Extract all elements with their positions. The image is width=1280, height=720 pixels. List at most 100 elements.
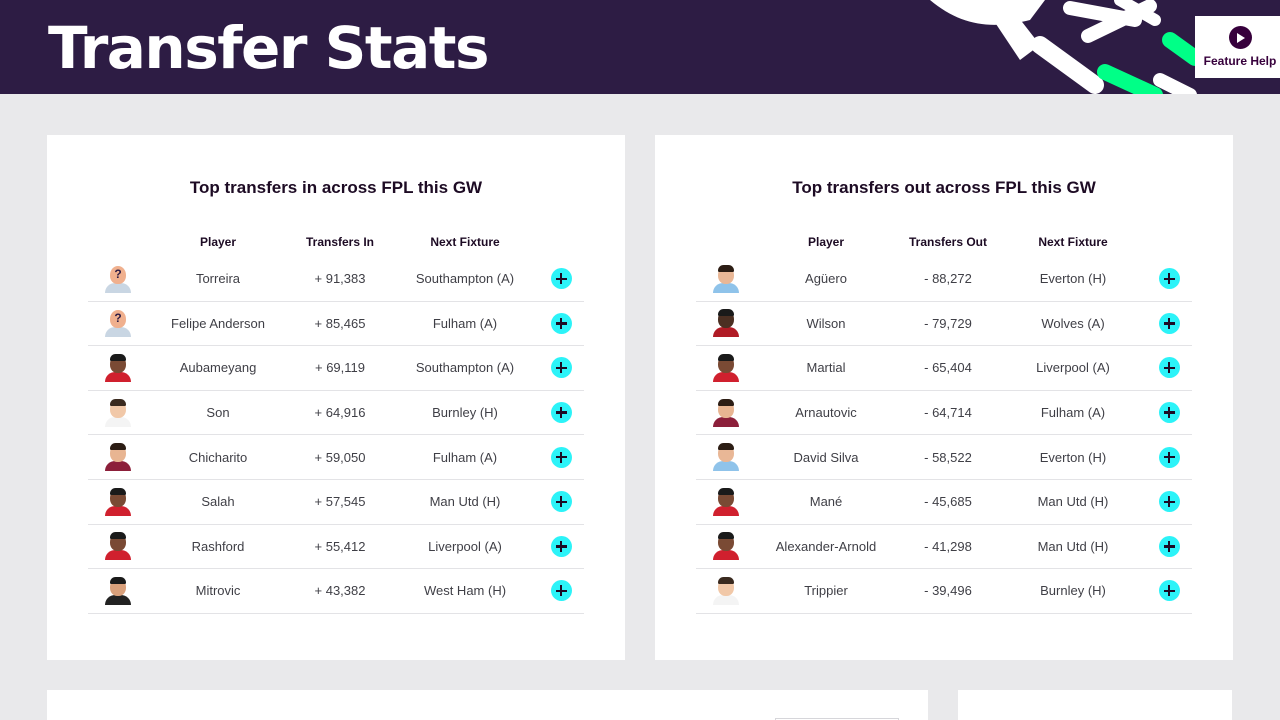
player-name[interactable]: Chicharito (188, 449, 248, 465)
next-fixture: Southampton (A) (415, 271, 515, 287)
player-name[interactable]: Trippier (804, 583, 848, 599)
next-fixture: West Ham (H) (423, 583, 507, 599)
player-name[interactable]: Alexander-Arnold (775, 538, 877, 554)
player-name[interactable]: Aubameyang (179, 360, 257, 376)
player-name[interactable]: Mané (809, 494, 843, 510)
table-row: ? Felipe Anderson + 85,465 Fulham (A) (88, 302, 584, 347)
next-fixture: Fulham (A) (432, 449, 498, 465)
transfer-count: - 39,496 (924, 583, 972, 599)
add-player-button[interactable] (550, 357, 572, 379)
bottom-card-right (958, 690, 1232, 720)
page-header: Transfer Stats Feature Help (0, 0, 1280, 94)
player-shirt-avatar (104, 443, 132, 472)
player-shirt-avatar (712, 309, 740, 338)
question-mark-icon: ? (114, 311, 122, 326)
table-row: Martial - 65,404 Liverpool (A) (696, 346, 1192, 391)
add-player-button[interactable] (1158, 446, 1180, 468)
player-shirt-avatar (712, 487, 740, 516)
next-fixture: Man Utd (H) (1037, 494, 1109, 510)
player-name[interactable]: Son (206, 405, 230, 421)
player-name[interactable]: Torreira (195, 271, 241, 287)
table-row: Agüero - 88,272 Everton (H) (696, 257, 1192, 302)
add-player-button[interactable] (1158, 312, 1180, 334)
add-player-button[interactable] (550, 535, 572, 557)
next-fixture: Wolves (A) (1041, 315, 1105, 331)
table-row: Salah + 57,545 Man Utd (H) (88, 480, 584, 525)
column-header-transfers-in: Transfers In (305, 235, 375, 249)
table-row: Chicharito + 59,050 Fulham (A) (88, 435, 584, 480)
next-fixture: Liverpool (A) (1036, 360, 1110, 376)
next-fixture: Everton (H) (1039, 271, 1107, 287)
add-player-button[interactable] (550, 580, 572, 602)
add-player-button[interactable] (1158, 357, 1180, 379)
player-name[interactable]: Salah (201, 494, 235, 510)
add-player-button[interactable] (550, 446, 572, 468)
player-name[interactable]: Wilson (806, 315, 846, 331)
add-player-button[interactable] (550, 312, 572, 334)
table-row: Mitrovic + 43,382 West Ham (H) (88, 569, 584, 614)
player-name[interactable]: Martial (806, 360, 846, 376)
transfer-count: + 85,465 (314, 315, 366, 331)
add-player-button[interactable] (1158, 580, 1180, 602)
transfers-in-table: Player Transfers In Next Fixture ? Torrei… (88, 227, 584, 614)
transfer-count: - 79,729 (924, 315, 972, 331)
next-fixture: Liverpool (A) (428, 538, 502, 554)
player-shirt-avatar (104, 487, 132, 516)
player-shirt-avatar (104, 353, 132, 382)
feature-help-label: Feature Help (1203, 54, 1277, 68)
table-row: David Silva - 58,522 Everton (H) (696, 435, 1192, 480)
transfer-count: + 91,383 (314, 271, 366, 287)
player-name[interactable]: Felipe Anderson (171, 315, 265, 331)
player-name[interactable]: David Silva (793, 449, 859, 465)
transfers-in-title: Top transfers in across FPL this GW (189, 178, 483, 197)
transfer-count: + 69,119 (314, 360, 365, 376)
transfer-count: - 45,685 (924, 494, 972, 510)
next-fixture: Southampton (A) (415, 360, 515, 376)
next-fixture: Man Utd (H) (1037, 538, 1109, 554)
player-name[interactable]: Agüero (805, 271, 847, 287)
player-shirt-avatar (104, 398, 132, 427)
transfer-count: + 64,916 (314, 405, 366, 421)
table-row: Rashford + 55,412 Liverpool (A) (88, 525, 584, 570)
next-fixture: Man Utd (H) (429, 494, 501, 510)
add-player-button[interactable] (1158, 268, 1180, 290)
next-fixture: Burnley (H) (1040, 583, 1106, 599)
table-row: ? Torreira + 91,383 Southampton (A) (88, 257, 584, 302)
play-icon (1228, 26, 1252, 49)
table-row: Trippier - 39,496 Burnley (H) (696, 569, 1192, 614)
player-shirt-avatar: ? (104, 309, 132, 338)
feature-help-button[interactable]: Feature Help (1195, 16, 1280, 78)
player-name[interactable]: Rashford (191, 538, 245, 554)
player-name[interactable]: Arnautovic (795, 405, 857, 421)
column-header-transfers-out: Transfers Out (908, 235, 988, 249)
question-mark-icon: ? (114, 266, 122, 281)
header-decoration (930, 0, 1203, 94)
partial-input-field[interactable] (775, 718, 899, 720)
table-header: Player Transfers Out Next Fixture (696, 227, 1192, 257)
add-player-button[interactable] (1158, 491, 1180, 513)
add-player-button[interactable] (550, 491, 572, 513)
add-player-button[interactable] (550, 268, 572, 290)
bottom-card-left (47, 690, 928, 720)
table-row: Mané - 45,685 Man Utd (H) (696, 480, 1192, 525)
add-player-button[interactable] (550, 402, 572, 424)
transfer-count: - 64,714 (924, 405, 972, 421)
next-fixture: Everton (H) (1039, 449, 1107, 465)
table-row: Aubameyang + 69,119 Southampton (A) (88, 346, 584, 391)
next-fixture: Burnley (H) (432, 405, 498, 421)
transfer-count: + 43,382 (314, 583, 366, 599)
transfer-count: - 88,272 (924, 271, 972, 287)
player-shirt-avatar (712, 443, 740, 472)
add-player-button[interactable] (1158, 535, 1180, 557)
table-row: Son + 64,916 Burnley (H) (88, 391, 584, 436)
player-shirt-avatar (712, 576, 740, 605)
transfer-count: - 41,298 (924, 538, 972, 554)
table-row: Arnautovic - 64,714 Fulham (A) (696, 391, 1192, 436)
table-row: Wilson - 79,729 Wolves (A) (696, 302, 1192, 347)
player-name[interactable]: Mitrovic (195, 583, 241, 599)
transfer-count: - 58,522 (924, 449, 972, 465)
next-fixture: Fulham (A) (432, 315, 498, 331)
player-shirt-avatar: ? (104, 265, 132, 293)
add-player-button[interactable] (1158, 402, 1180, 424)
column-header-next-fixture: Next Fixture (430, 235, 500, 249)
